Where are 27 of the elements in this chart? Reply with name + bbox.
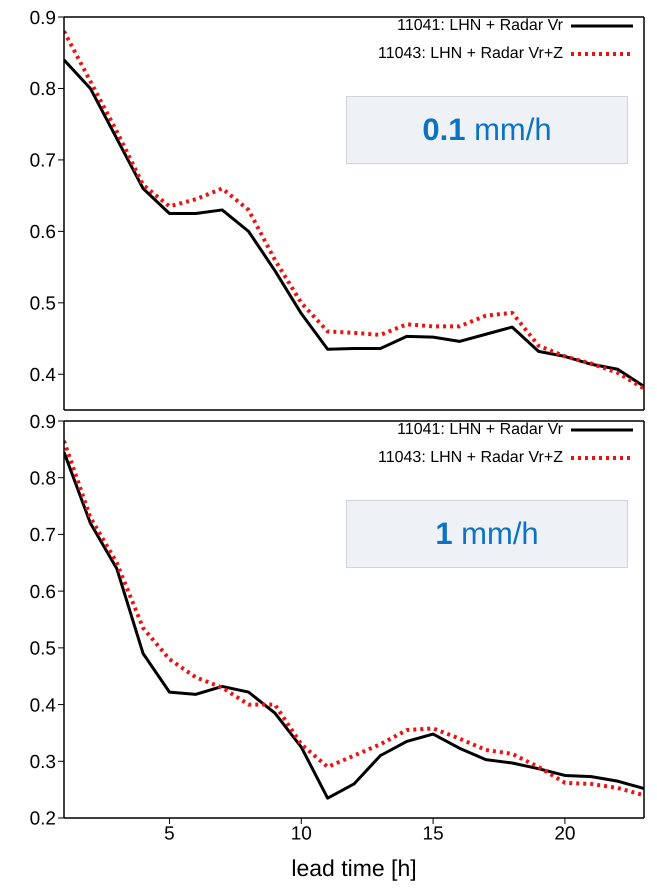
x-tick-label: 5: [164, 823, 175, 844]
x-tick-label: 15: [422, 823, 444, 844]
y-tick-label: 0.5: [30, 294, 56, 315]
legend-label: 11043: LHN + Radar Vr+Z: [378, 449, 563, 467]
y-tick-label: 0.6: [30, 582, 56, 603]
y-tick-label: 0.4: [30, 695, 56, 716]
y-tick-label: 0.4: [30, 365, 56, 386]
x-tick-label: 20: [554, 823, 576, 844]
y-tick-label: 0.9: [30, 8, 56, 29]
legend-label: 11041: LHN + Radar Vr: [397, 421, 563, 439]
annotation: 1 mm/h: [435, 516, 539, 552]
text-box: 1 mm/h: [346, 500, 628, 568]
x-axis-title: lead time [h]: [291, 855, 417, 881]
x-tick-label: 10: [290, 823, 312, 844]
y-tick-label: 0.3: [30, 752, 56, 774]
y-tick-label: 0.9: [30, 412, 56, 433]
y-tick-label: 0.8: [30, 468, 56, 490]
annotation: 0.1 mm/h: [422, 112, 552, 148]
y-tick-label: 0.6: [30, 222, 56, 244]
y-tick-label: 0.7: [30, 150, 56, 172]
y-tick-label: 0.8: [30, 79, 56, 100]
legend-label: 11043: LHN + Radar Vr+Z: [378, 45, 563, 63]
legend-label: 11041: LHN + Radar Vr: [397, 17, 563, 35]
y-tick-label: 0.2: [30, 808, 56, 830]
text-box: 0.1 mm/h: [346, 96, 628, 164]
y-tick-label: 0.5: [30, 638, 56, 660]
y-tick-label: 0.7: [30, 525, 56, 546]
